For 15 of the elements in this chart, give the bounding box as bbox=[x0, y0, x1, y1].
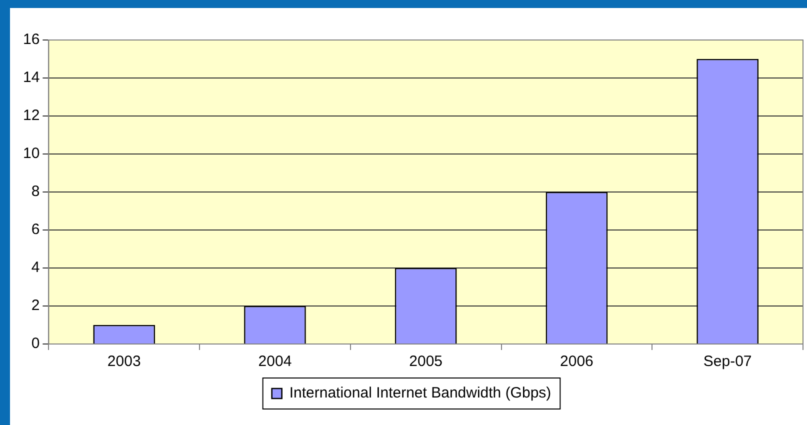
x-tick-label: 2003 bbox=[107, 353, 141, 370]
y-tick-label: 12 bbox=[22, 107, 40, 124]
y-tick-label: 10 bbox=[22, 145, 40, 162]
y-tick-label: 6 bbox=[31, 221, 40, 238]
y-tick-label: 2 bbox=[31, 297, 40, 314]
y-tick-label: 16 bbox=[22, 31, 40, 48]
legend-label: International Internet Bandwidth (Gbps) bbox=[289, 384, 552, 402]
y-tick-label: 8 bbox=[31, 183, 40, 200]
x-tick-label: 2006 bbox=[560, 353, 594, 370]
x-tick-label: Sep-07 bbox=[703, 353, 752, 370]
y-tick-label: 4 bbox=[31, 259, 40, 276]
y-tick-label: 0 bbox=[31, 335, 40, 352]
x-tick-label: 2005 bbox=[409, 353, 443, 370]
x-tick-label: 2004 bbox=[258, 353, 292, 370]
y-tick-label: 14 bbox=[22, 69, 40, 86]
